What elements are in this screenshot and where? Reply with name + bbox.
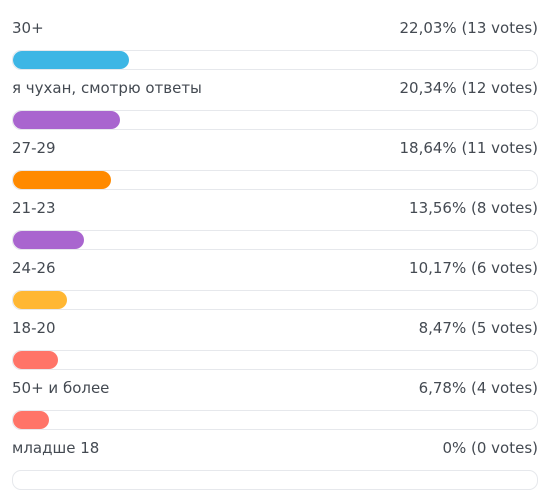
option-result: 8,47% (5 votes) (418, 319, 538, 337)
progress-fill (13, 411, 49, 429)
progress-track (12, 470, 538, 490)
progress-track (12, 50, 538, 70)
option-result: 6,78% (4 votes) (418, 379, 538, 397)
progress-fill (13, 291, 67, 309)
progress-track (12, 110, 538, 130)
progress-fill (13, 171, 112, 189)
progress-fill (13, 51, 129, 69)
progress-fill (13, 111, 121, 129)
option-label: 27-29 (12, 139, 56, 157)
progress-track (12, 290, 538, 310)
poll-option-27-29: 27-29 18,64% (11 votes) (12, 138, 538, 190)
poll-option-24-26: 24-26 10,17% (6 votes) (12, 258, 538, 310)
poll-option-under-18: младше 18 0% (0 votes) (12, 438, 538, 490)
option-result: 0% (0 votes) (442, 439, 538, 457)
poll-option-21-23: 21-23 13,56% (8 votes) (12, 198, 538, 250)
progress-track (12, 350, 538, 370)
option-label: 50+ и более (12, 379, 110, 397)
option-result: 10,17% (6 votes) (409, 259, 538, 277)
poll-option-18-20: 18-20 8,47% (5 votes) (12, 318, 538, 370)
option-label: 21-23 (12, 199, 56, 217)
progress-fill (13, 351, 58, 369)
poll-option-50-plus: 50+ и более 6,78% (4 votes) (12, 378, 538, 430)
progress-track (12, 230, 538, 250)
progress-track (12, 170, 538, 190)
poll-option-30-plus: 30+ 22,03% (13 votes) (12, 18, 538, 70)
option-label: 18-20 (12, 319, 56, 337)
option-result: 22,03% (13 votes) (399, 19, 538, 37)
option-result: 18,64% (11 votes) (399, 139, 538, 157)
option-label: я чухан, смотрю ответы (12, 79, 202, 97)
option-result: 13,56% (8 votes) (409, 199, 538, 217)
option-result: 20,34% (12 votes) (399, 79, 538, 97)
poll-option-chukhan: я чухан, смотрю ответы 20,34% (12 votes) (12, 78, 538, 130)
option-label: 24-26 (12, 259, 56, 277)
option-label: 30+ (12, 19, 44, 37)
progress-track (12, 410, 538, 430)
option-label: младше 18 (12, 439, 100, 457)
progress-fill (13, 231, 85, 249)
